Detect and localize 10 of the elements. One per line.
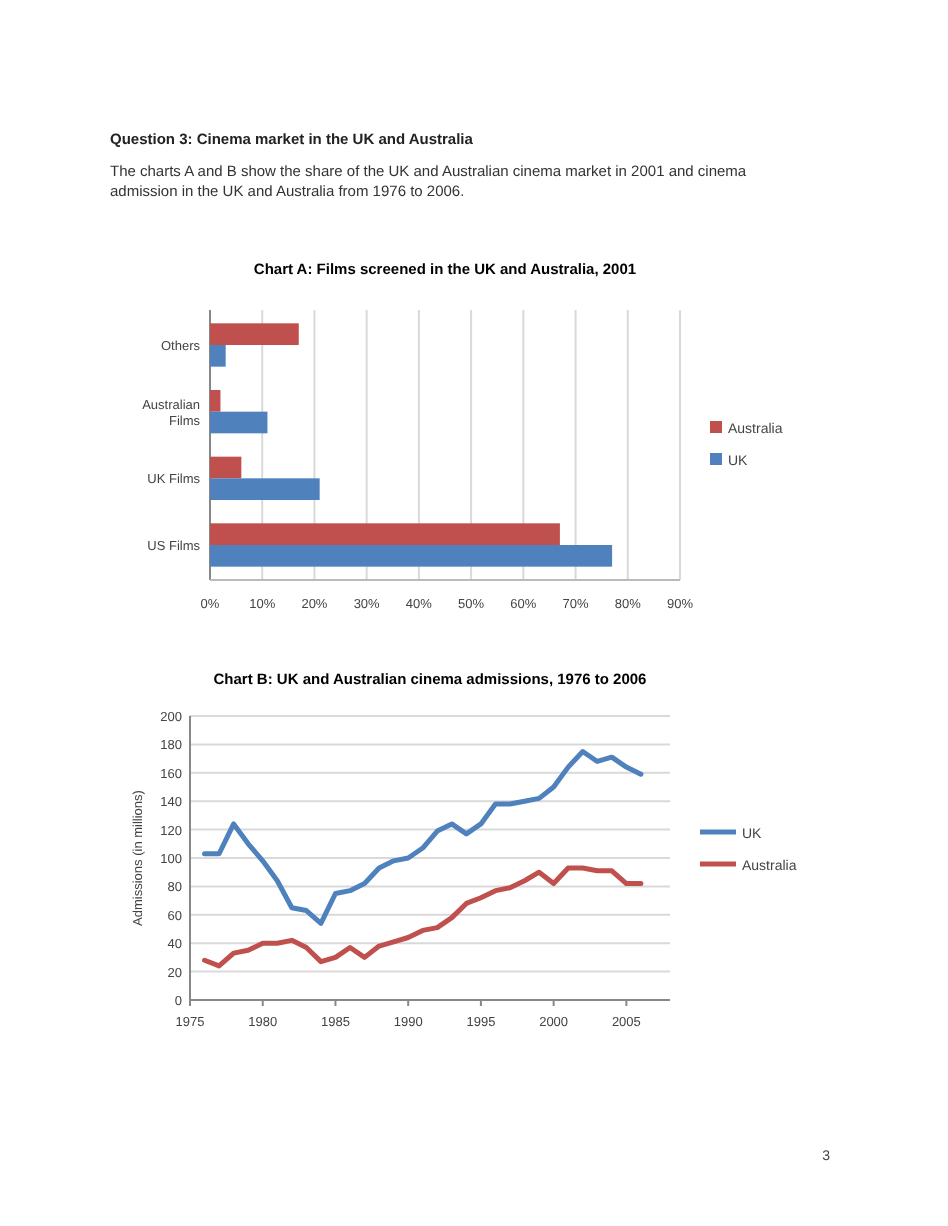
bar: [210, 545, 613, 567]
bar: [210, 523, 560, 545]
bar: [210, 478, 320, 500]
bar: [210, 390, 221, 412]
line-series: [202, 749, 644, 926]
bar: [210, 456, 242, 479]
bar: [210, 323, 299, 345]
bar: [210, 411, 268, 434]
line-series: [202, 865, 644, 969]
bar: [210, 345, 226, 367]
